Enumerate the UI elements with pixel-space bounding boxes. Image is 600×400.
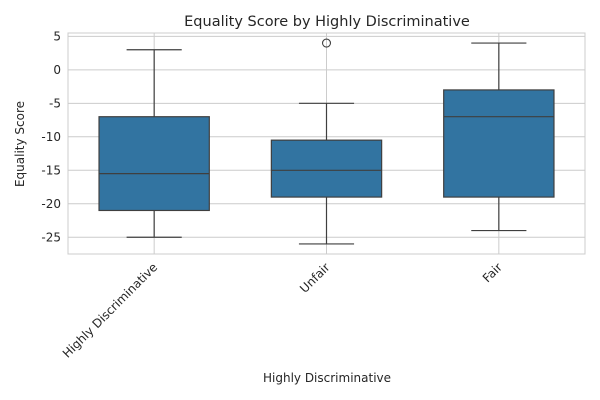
y-tick-label: -10 (41, 130, 61, 144)
y-tick-label: 0 (53, 63, 61, 77)
box-plot-area (98, 38, 555, 245)
y-tick-label: -25 (41, 230, 61, 244)
plot-frame (67, 32, 586, 255)
box-group (270, 38, 383, 245)
box-body (98, 116, 210, 212)
y-tick-label: -15 (41, 163, 61, 177)
box-body (270, 139, 383, 198)
box-body (443, 89, 555, 198)
chart-title: Equality Score by Highly Discriminative (184, 14, 470, 30)
box-group (443, 42, 555, 232)
y-axis-ticks: 5 0 -5 -10 -15 -20 -25 (41, 29, 61, 244)
x-tick-label: Unfair (297, 260, 333, 296)
box-group (98, 49, 210, 238)
y-tick-label: -5 (49, 96, 61, 110)
x-axis-label: Highly Discriminative (263, 371, 391, 385)
x-tick-label: Highly Discriminative (60, 260, 160, 360)
y-axis-label: Equality Score (13, 101, 27, 187)
y-tick-label: 5 (53, 29, 61, 43)
y-tick-label: -20 (41, 197, 61, 211)
x-axis-ticks: Highly Discriminative Unfair Fair (60, 260, 505, 360)
x-tick-label: Fair (480, 260, 505, 285)
outlier-point (321, 38, 332, 48)
